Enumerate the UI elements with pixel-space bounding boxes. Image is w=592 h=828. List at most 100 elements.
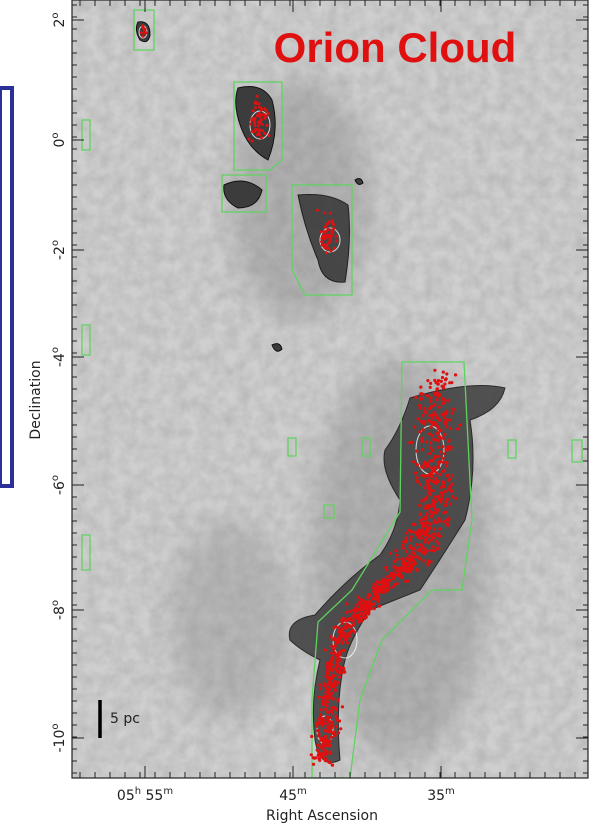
star — [452, 408, 455, 411]
star — [432, 536, 435, 539]
star — [264, 117, 267, 120]
star — [367, 610, 370, 613]
star — [425, 440, 428, 443]
star — [325, 675, 328, 678]
star — [325, 722, 328, 725]
star — [442, 461, 445, 464]
superscript: o — [50, 347, 61, 353]
star — [424, 411, 427, 414]
star — [312, 763, 315, 766]
star — [423, 559, 426, 562]
star — [423, 407, 426, 410]
star — [346, 618, 349, 621]
star — [331, 674, 334, 677]
tick-text: -2 — [52, 246, 68, 260]
tick-text: -4 — [52, 353, 68, 367]
star — [321, 700, 324, 703]
superscript: o — [50, 132, 61, 138]
star — [324, 729, 327, 732]
star — [429, 441, 432, 444]
star — [263, 107, 266, 110]
star — [445, 461, 448, 464]
tick-text: 35 — [427, 788, 445, 804]
star — [441, 413, 444, 416]
side-panel-edge — [0, 88, 12, 486]
star — [331, 222, 334, 225]
star — [437, 439, 440, 442]
star — [327, 247, 330, 250]
star — [254, 106, 257, 109]
star — [405, 532, 408, 535]
star — [333, 247, 336, 250]
star — [444, 510, 447, 513]
star — [423, 547, 426, 550]
star — [320, 737, 323, 740]
star — [356, 603, 359, 606]
star — [420, 465, 423, 468]
star — [365, 616, 368, 619]
star — [421, 448, 424, 451]
star — [352, 619, 355, 622]
star — [420, 420, 423, 423]
star — [327, 228, 330, 231]
star — [438, 394, 441, 397]
star — [433, 369, 436, 372]
tick-label: -2o — [50, 240, 68, 260]
star — [406, 562, 409, 565]
star — [447, 479, 450, 482]
star — [437, 405, 440, 408]
star — [310, 753, 313, 756]
star — [341, 641, 344, 644]
star — [428, 407, 431, 410]
star — [335, 239, 338, 242]
star — [405, 557, 408, 560]
star — [428, 452, 431, 455]
star — [439, 451, 442, 454]
star — [438, 517, 441, 520]
star — [436, 495, 439, 498]
star — [415, 533, 418, 536]
star — [389, 579, 392, 582]
star — [424, 517, 427, 520]
star — [408, 570, 411, 573]
star — [328, 728, 331, 731]
star — [412, 547, 415, 550]
y-axis-label: Declination — [28, 360, 44, 439]
star — [418, 430, 421, 433]
star — [420, 536, 423, 539]
tick-text: 0 — [52, 139, 68, 148]
star — [343, 671, 346, 674]
star — [448, 381, 451, 384]
star — [429, 534, 432, 537]
star — [408, 529, 411, 532]
star — [432, 438, 435, 441]
star — [426, 521, 429, 524]
star — [328, 665, 331, 668]
star — [428, 414, 431, 417]
star — [445, 425, 448, 428]
star — [433, 379, 436, 382]
star — [427, 530, 430, 533]
star — [435, 471, 438, 474]
star — [349, 625, 352, 628]
star — [323, 753, 326, 756]
star — [402, 547, 405, 550]
tick-label: -8o — [50, 600, 68, 620]
tick-text: 05 — [117, 788, 135, 804]
star — [430, 471, 433, 474]
star — [437, 461, 440, 464]
star — [443, 383, 446, 386]
star — [429, 400, 432, 403]
star — [346, 623, 349, 626]
star — [330, 652, 333, 655]
star — [413, 425, 416, 428]
star — [333, 731, 336, 734]
star — [362, 606, 365, 609]
star — [431, 459, 434, 462]
star — [257, 102, 260, 105]
superscript: o — [50, 12, 61, 18]
star — [336, 662, 339, 665]
star — [426, 379, 429, 382]
star — [454, 373, 457, 376]
